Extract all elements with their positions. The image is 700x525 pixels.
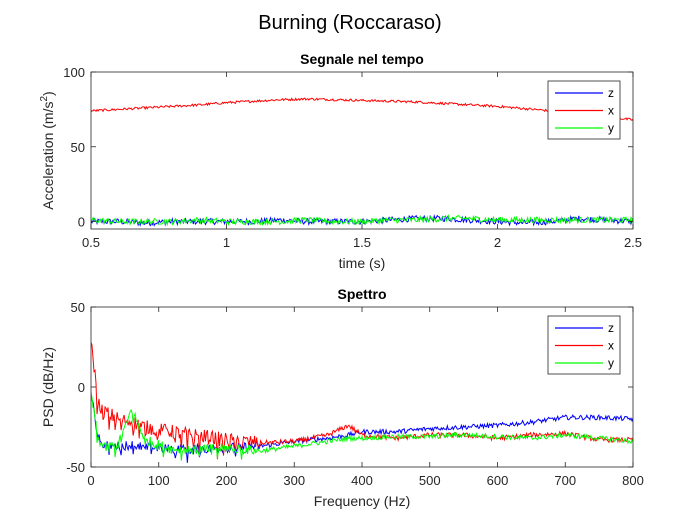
legend-label-y: y (608, 356, 614, 370)
y-tick-label: -50 (66, 460, 85, 475)
x-axis-label: Frequency (Hz) (314, 493, 410, 509)
y-tick-label: 0 (78, 380, 85, 395)
plot-area (91, 72, 633, 229)
x-tick-label: 800 (622, 473, 644, 488)
legend-label-x: x (608, 339, 614, 353)
x-tick-label: 100 (148, 473, 170, 488)
x-tick-label: 1.5 (353, 235, 371, 250)
legend-label-z: z (608, 86, 614, 100)
y-axis-label: Acceleration (m/s2) (39, 91, 56, 209)
series-line-x (91, 97, 633, 121)
chart-title: Spettro (338, 286, 387, 302)
x-tick-label: 0 (87, 473, 94, 488)
legend-label-x: x (608, 104, 614, 118)
y-tick-label: 100 (63, 65, 85, 80)
x-tick-label: 500 (419, 473, 441, 488)
series-line-y (91, 392, 633, 461)
legend-label-z: z (608, 321, 614, 335)
x-tick-label: 700 (554, 473, 576, 488)
x-tick-label: 200 (216, 473, 238, 488)
series-line-y (91, 213, 633, 227)
y-tick-label: 50 (71, 140, 85, 155)
chart-1: 0.5 1 1.5 2 2.5 0 50 100 Segnale nel tempo time (… (39, 51, 642, 271)
x-tick-label: 2.5 (624, 235, 642, 250)
x-axis-label: time (s) (339, 255, 386, 271)
x-tick-label: 600 (487, 473, 509, 488)
legend-label-y: y (608, 121, 614, 135)
y-tick-label: 50 (71, 300, 85, 315)
chart-title: Segnale nel tempo (300, 51, 424, 67)
y-axis-label: PSD (dB/Hz) (40, 347, 56, 427)
x-tick-label: 300 (283, 473, 305, 488)
legend: zxy (547, 80, 621, 140)
figure-title: Burning (Roccaraso) (258, 12, 441, 34)
x-tick-label: 2 (494, 235, 501, 250)
x-tick-label: 0.5 (82, 235, 100, 250)
y-tick-label: 0 (78, 215, 85, 230)
legend: zxy (547, 315, 621, 375)
x-tick-label: 1 (223, 235, 230, 250)
chart-2: 0 100 200 300 400 500 600 700 800-50050SpettroFr… (40, 286, 644, 509)
x-tick-label: 400 (351, 473, 373, 488)
